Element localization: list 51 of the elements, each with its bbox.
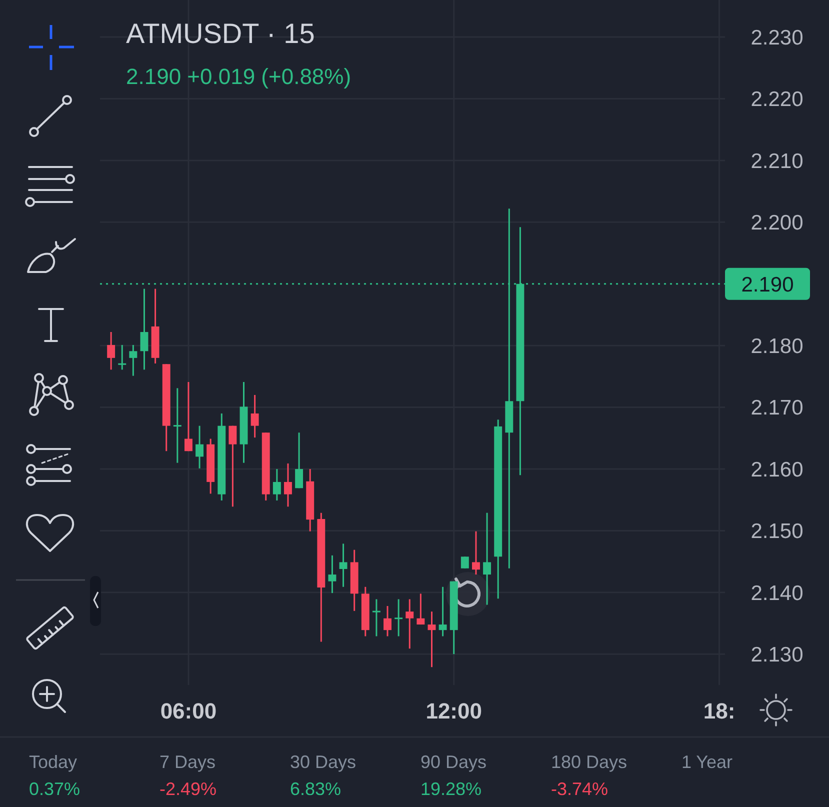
candlestick [416, 592, 425, 626]
candlestick [460, 556, 469, 570]
text: 90 Days [420, 752, 487, 772]
x-tick-label: 12:00 [426, 698, 482, 724]
candlestick [339, 542, 348, 588]
text: Today [29, 752, 78, 772]
candlestick [184, 381, 192, 452]
candlestick [472, 530, 480, 576]
y-tick-label: 2.130 [750, 643, 804, 666]
candlestick [140, 288, 148, 370]
candlestick [196, 425, 204, 470]
text: 2.190 +0.019 (+0.88%) [126, 64, 352, 89]
y-tick-label: 2.140 [750, 582, 804, 605]
candlestick [384, 605, 392, 637]
candlestick [406, 598, 414, 650]
candlestick [328, 554, 336, 594]
text: 180 Days [551, 752, 628, 772]
y-tick-label: 2.150 [750, 520, 804, 544]
candlestick [438, 586, 447, 637]
candlestick [173, 387, 182, 464]
candlestick [483, 512, 492, 606]
text: 7 Days [160, 752, 216, 772]
x-tick-label: 18: [703, 698, 736, 724]
candlestick [107, 331, 116, 370]
candlestick [272, 468, 281, 502]
y-tick-label: 2.200 [750, 212, 804, 235]
text: 19.28% [420, 779, 482, 799]
y-tick-label: 2.160 [750, 458, 804, 482]
candlestick [428, 610, 436, 668]
x-tick-label: 06:00 [160, 698, 217, 724]
candlestick [118, 344, 126, 370]
ref-line-label: 2.190 [741, 273, 794, 296]
candlestick [394, 598, 403, 637]
text: -2.49% [160, 779, 217, 799]
y-tick-label: 2.220 [750, 88, 804, 112]
y-tick-label: 2.230 [750, 26, 804, 50]
y-tick-label: 2.180 [750, 334, 804, 358]
candlestick [250, 394, 259, 438]
candlestick [372, 598, 380, 637]
text: 30 Days [290, 752, 356, 772]
candlestick [228, 425, 237, 508]
text: 1 Year [682, 752, 733, 772]
text: 0.37% [29, 779, 80, 799]
text: -3.74% [551, 779, 608, 799]
candlestick [284, 462, 292, 508]
text: ATMUSDT · 15 [126, 18, 315, 49]
text: 6.83% [290, 779, 342, 799]
y-tick-label: 2.170 [750, 396, 804, 420]
y-tick-label: 2.210 [750, 150, 804, 173]
candlestick [295, 432, 304, 489]
candlestick [129, 344, 138, 377]
